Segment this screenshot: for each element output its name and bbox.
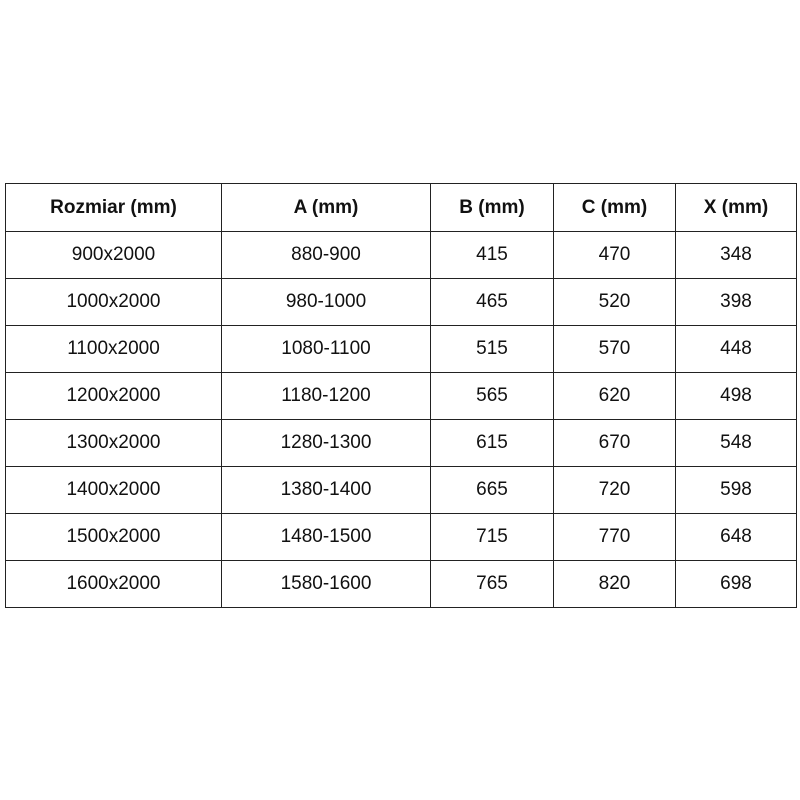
table-cell: 1280-1300 bbox=[221, 419, 431, 467]
table-cell: 515 bbox=[430, 325, 554, 373]
table-cell: 348 bbox=[675, 231, 797, 279]
dimensions-table: Rozmiar (mm) A (mm) B (mm) C (mm) X (mm) 900… bbox=[5, 183, 797, 608]
table-row: 1000x2000 980-1000 465 520 398 bbox=[5, 278, 797, 326]
table-cell: 1200x2000 bbox=[5, 372, 222, 420]
table-cell: 615 bbox=[430, 419, 554, 467]
table-row: 1500x2000 1480-1500 715 770 648 bbox=[5, 513, 797, 561]
table-cell: 1600x2000 bbox=[5, 560, 222, 608]
table-cell: 520 bbox=[553, 278, 676, 326]
table-cell: 1480-1500 bbox=[221, 513, 431, 561]
table-cell: 565 bbox=[430, 372, 554, 420]
column-header: C (mm) bbox=[553, 183, 676, 232]
header-row: Rozmiar (mm) A (mm) B (mm) C (mm) X (mm) bbox=[5, 183, 797, 232]
table-cell: 598 bbox=[675, 466, 797, 514]
column-header: A (mm) bbox=[221, 183, 431, 232]
table-cell: 648 bbox=[675, 513, 797, 561]
table-cell: 1500x2000 bbox=[5, 513, 222, 561]
table-row: 1300x2000 1280-1300 615 670 548 bbox=[5, 419, 797, 467]
table-cell: 1100x2000 bbox=[5, 325, 222, 373]
table-row: 1400x2000 1380-1400 665 720 598 bbox=[5, 466, 797, 514]
table-cell: 770 bbox=[553, 513, 676, 561]
table-cell: 1400x2000 bbox=[5, 466, 222, 514]
table-row: 900x2000 880-900 415 470 348 bbox=[5, 231, 797, 279]
table-row: 1200x2000 1180-1200 565 620 498 bbox=[5, 372, 797, 420]
table-cell: 620 bbox=[553, 372, 676, 420]
table-cell: 765 bbox=[430, 560, 554, 608]
table-cell: 900x2000 bbox=[5, 231, 222, 279]
table-cell: 498 bbox=[675, 372, 797, 420]
table-cell: 1300x2000 bbox=[5, 419, 222, 467]
table-cell: 980-1000 bbox=[221, 278, 431, 326]
table-cell: 1000x2000 bbox=[5, 278, 222, 326]
table-cell: 570 bbox=[553, 325, 676, 373]
table-cell: 398 bbox=[675, 278, 797, 326]
table-cell: 465 bbox=[430, 278, 554, 326]
table-row: 1600x2000 1580-1600 765 820 698 bbox=[5, 560, 797, 608]
table-cell: 698 bbox=[675, 560, 797, 608]
table-cell: 1180-1200 bbox=[221, 372, 431, 420]
table-cell: 820 bbox=[553, 560, 676, 608]
table-cell: 715 bbox=[430, 513, 554, 561]
table-cell: 548 bbox=[675, 419, 797, 467]
table-cell: 670 bbox=[553, 419, 676, 467]
table-cell: 880-900 bbox=[221, 231, 431, 279]
table-cell: 1080-1100 bbox=[221, 325, 431, 373]
column-header: X (mm) bbox=[675, 183, 797, 232]
table-cell: 448 bbox=[675, 325, 797, 373]
column-header: B (mm) bbox=[430, 183, 554, 232]
table-cell: 720 bbox=[553, 466, 676, 514]
table-cell: 1380-1400 bbox=[221, 466, 431, 514]
table-cell: 1580-1600 bbox=[221, 560, 431, 608]
table-cell: 470 bbox=[553, 231, 676, 279]
column-header: Rozmiar (mm) bbox=[5, 183, 222, 232]
table-row: 1100x2000 1080-1100 515 570 448 bbox=[5, 325, 797, 373]
table-cell: 665 bbox=[430, 466, 554, 514]
table-cell: 415 bbox=[430, 231, 554, 279]
